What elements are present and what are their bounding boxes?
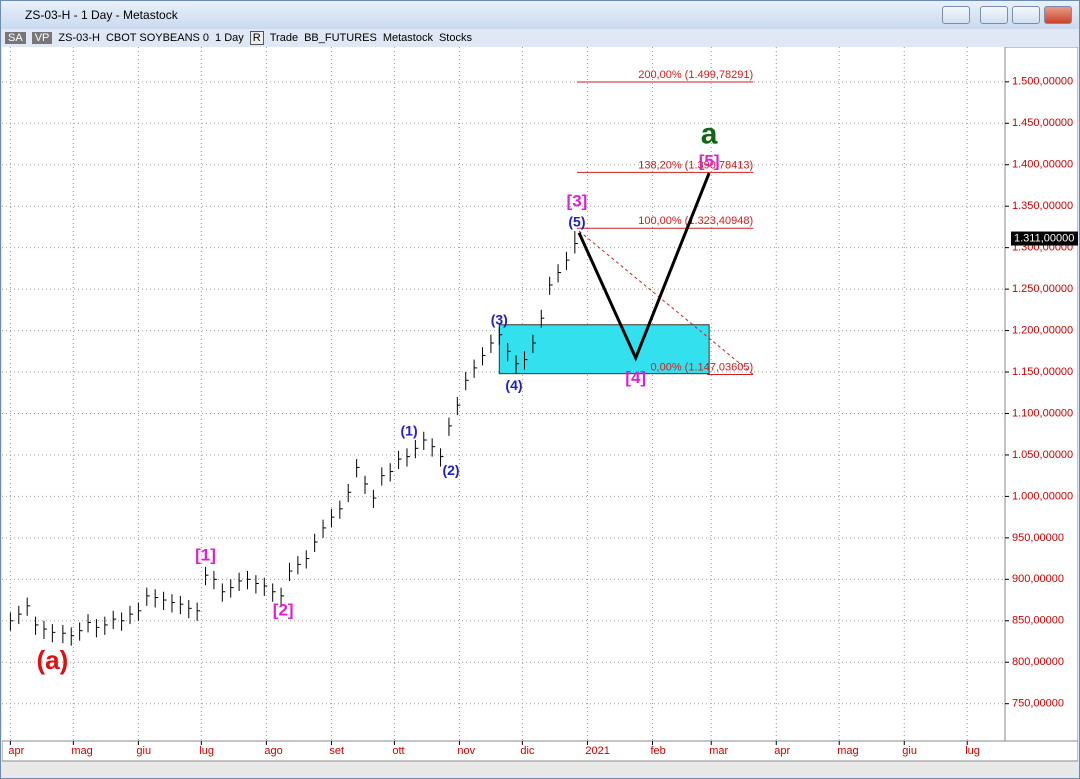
y-tick-label: 1.250,00000 xyxy=(1012,283,1073,295)
symbol[interactable]: ZS-03-H xyxy=(58,32,100,44)
x-tick-label: apr xyxy=(774,745,790,757)
tool[interactable]: Trade xyxy=(269,32,299,44)
y-tick-label: 900,00000 xyxy=(1012,573,1064,585)
y-tick-label: 1.350,00000 xyxy=(1012,200,1073,212)
fib-label: 138,20% (1.390,78413) xyxy=(638,159,753,171)
chart: 750,00000 800,00000 850,00000 900,00000 950,… xyxy=(2,47,1078,762)
period[interactable]: 1 Day xyxy=(215,32,244,44)
wave-label: (5) xyxy=(568,213,585,229)
tool[interactable]: SA xyxy=(5,32,26,44)
last-price-box xyxy=(1011,231,1078,246)
x-tick-label: apr xyxy=(8,745,24,757)
x-tick-label: giu xyxy=(902,745,917,757)
y-tick-label: 800,00000 xyxy=(1012,656,1064,668)
scrollbar[interactable] xyxy=(2,761,1078,777)
x-tick-label: mag xyxy=(71,745,92,757)
fib-label: 0,00% (1.147,03605) xyxy=(650,361,753,373)
y-tick-label: 1.000,00000 xyxy=(1012,490,1073,502)
y-tick-label: 1.150,00000 xyxy=(1012,366,1073,378)
wave-label: (2) xyxy=(442,462,459,478)
x-tick-label: ott xyxy=(392,745,404,757)
projection-line xyxy=(577,172,711,362)
y-tick-label: 1.500,00000 xyxy=(1012,76,1073,88)
y-tick-label: 1.200,00000 xyxy=(1012,324,1073,336)
x-tick-label: mar xyxy=(709,745,728,757)
wave-label: (4) xyxy=(505,377,522,393)
plot-area xyxy=(2,47,1005,741)
wave-label: [1] xyxy=(195,546,216,565)
y-tick-label: 850,00000 xyxy=(1012,615,1064,627)
x-tick-label: ago xyxy=(264,745,282,757)
x-tick-label: giu xyxy=(136,745,151,757)
x-tick-label: dic xyxy=(520,745,535,757)
x-tick-label: 2021 xyxy=(585,745,609,757)
zone-box xyxy=(498,324,710,375)
tool[interactable]: VP xyxy=(31,32,53,44)
tool[interactable]: Stocks xyxy=(438,32,472,44)
tool[interactable]: Metastock xyxy=(382,32,433,44)
x-tick-label: set xyxy=(329,745,344,757)
wave-label: [4] xyxy=(625,368,646,387)
close-button[interactable] xyxy=(1044,6,1072,24)
tool[interactable]: BB_FUTURES xyxy=(304,32,377,44)
x-tick-label: mag xyxy=(837,745,858,757)
restore-button[interactable] xyxy=(942,6,970,24)
wave-label: (3) xyxy=(491,311,508,327)
wave-label: a xyxy=(701,118,718,151)
minimize-button[interactable] xyxy=(980,6,1008,24)
maximize-button[interactable] xyxy=(1012,6,1040,24)
fib-label: 100,00% (1.323,40948) xyxy=(638,215,753,227)
wave-label: [2] xyxy=(273,600,294,619)
x-tick-label: feb xyxy=(650,745,665,757)
toolbar: SA VP ZS-03-H CBOT SOYBEANS 0 1 Day R Tr… xyxy=(5,30,472,46)
y-tick-label: 1.050,00000 xyxy=(1012,449,1073,461)
y-tick-label: 750,00000 xyxy=(1012,698,1064,710)
trend-line xyxy=(578,230,754,375)
tool[interactable]: R xyxy=(249,31,264,45)
wave-label: (a) xyxy=(36,645,68,675)
wave-label: [5] xyxy=(699,152,720,171)
wave-label: (1) xyxy=(401,422,418,438)
security[interactable]: CBOT SOYBEANS 0 xyxy=(105,32,210,44)
last-price-label: 1.311,00000 xyxy=(1014,232,1074,244)
x-tick-label: lug xyxy=(199,745,214,757)
y-axis xyxy=(1004,47,1078,742)
title-bar: ZS-03-H - 1 Day - Metastock xyxy=(1,1,1079,29)
y-tick-label: 1.100,00000 xyxy=(1012,407,1073,419)
y-tick-label: 1.400,00000 xyxy=(1012,159,1073,171)
x-tick-label: lug xyxy=(965,745,980,757)
y-tick-label: 950,00000 xyxy=(1012,532,1064,544)
window-title: ZS-03-H - 1 Day - Metastock xyxy=(25,8,178,22)
fib-label: 200,00% (1.499,78291) xyxy=(638,69,753,81)
x-tick-label: nov xyxy=(457,745,475,757)
y-tick-label: 1.450,00000 xyxy=(1012,117,1073,129)
wave-label: [3] xyxy=(567,192,588,211)
